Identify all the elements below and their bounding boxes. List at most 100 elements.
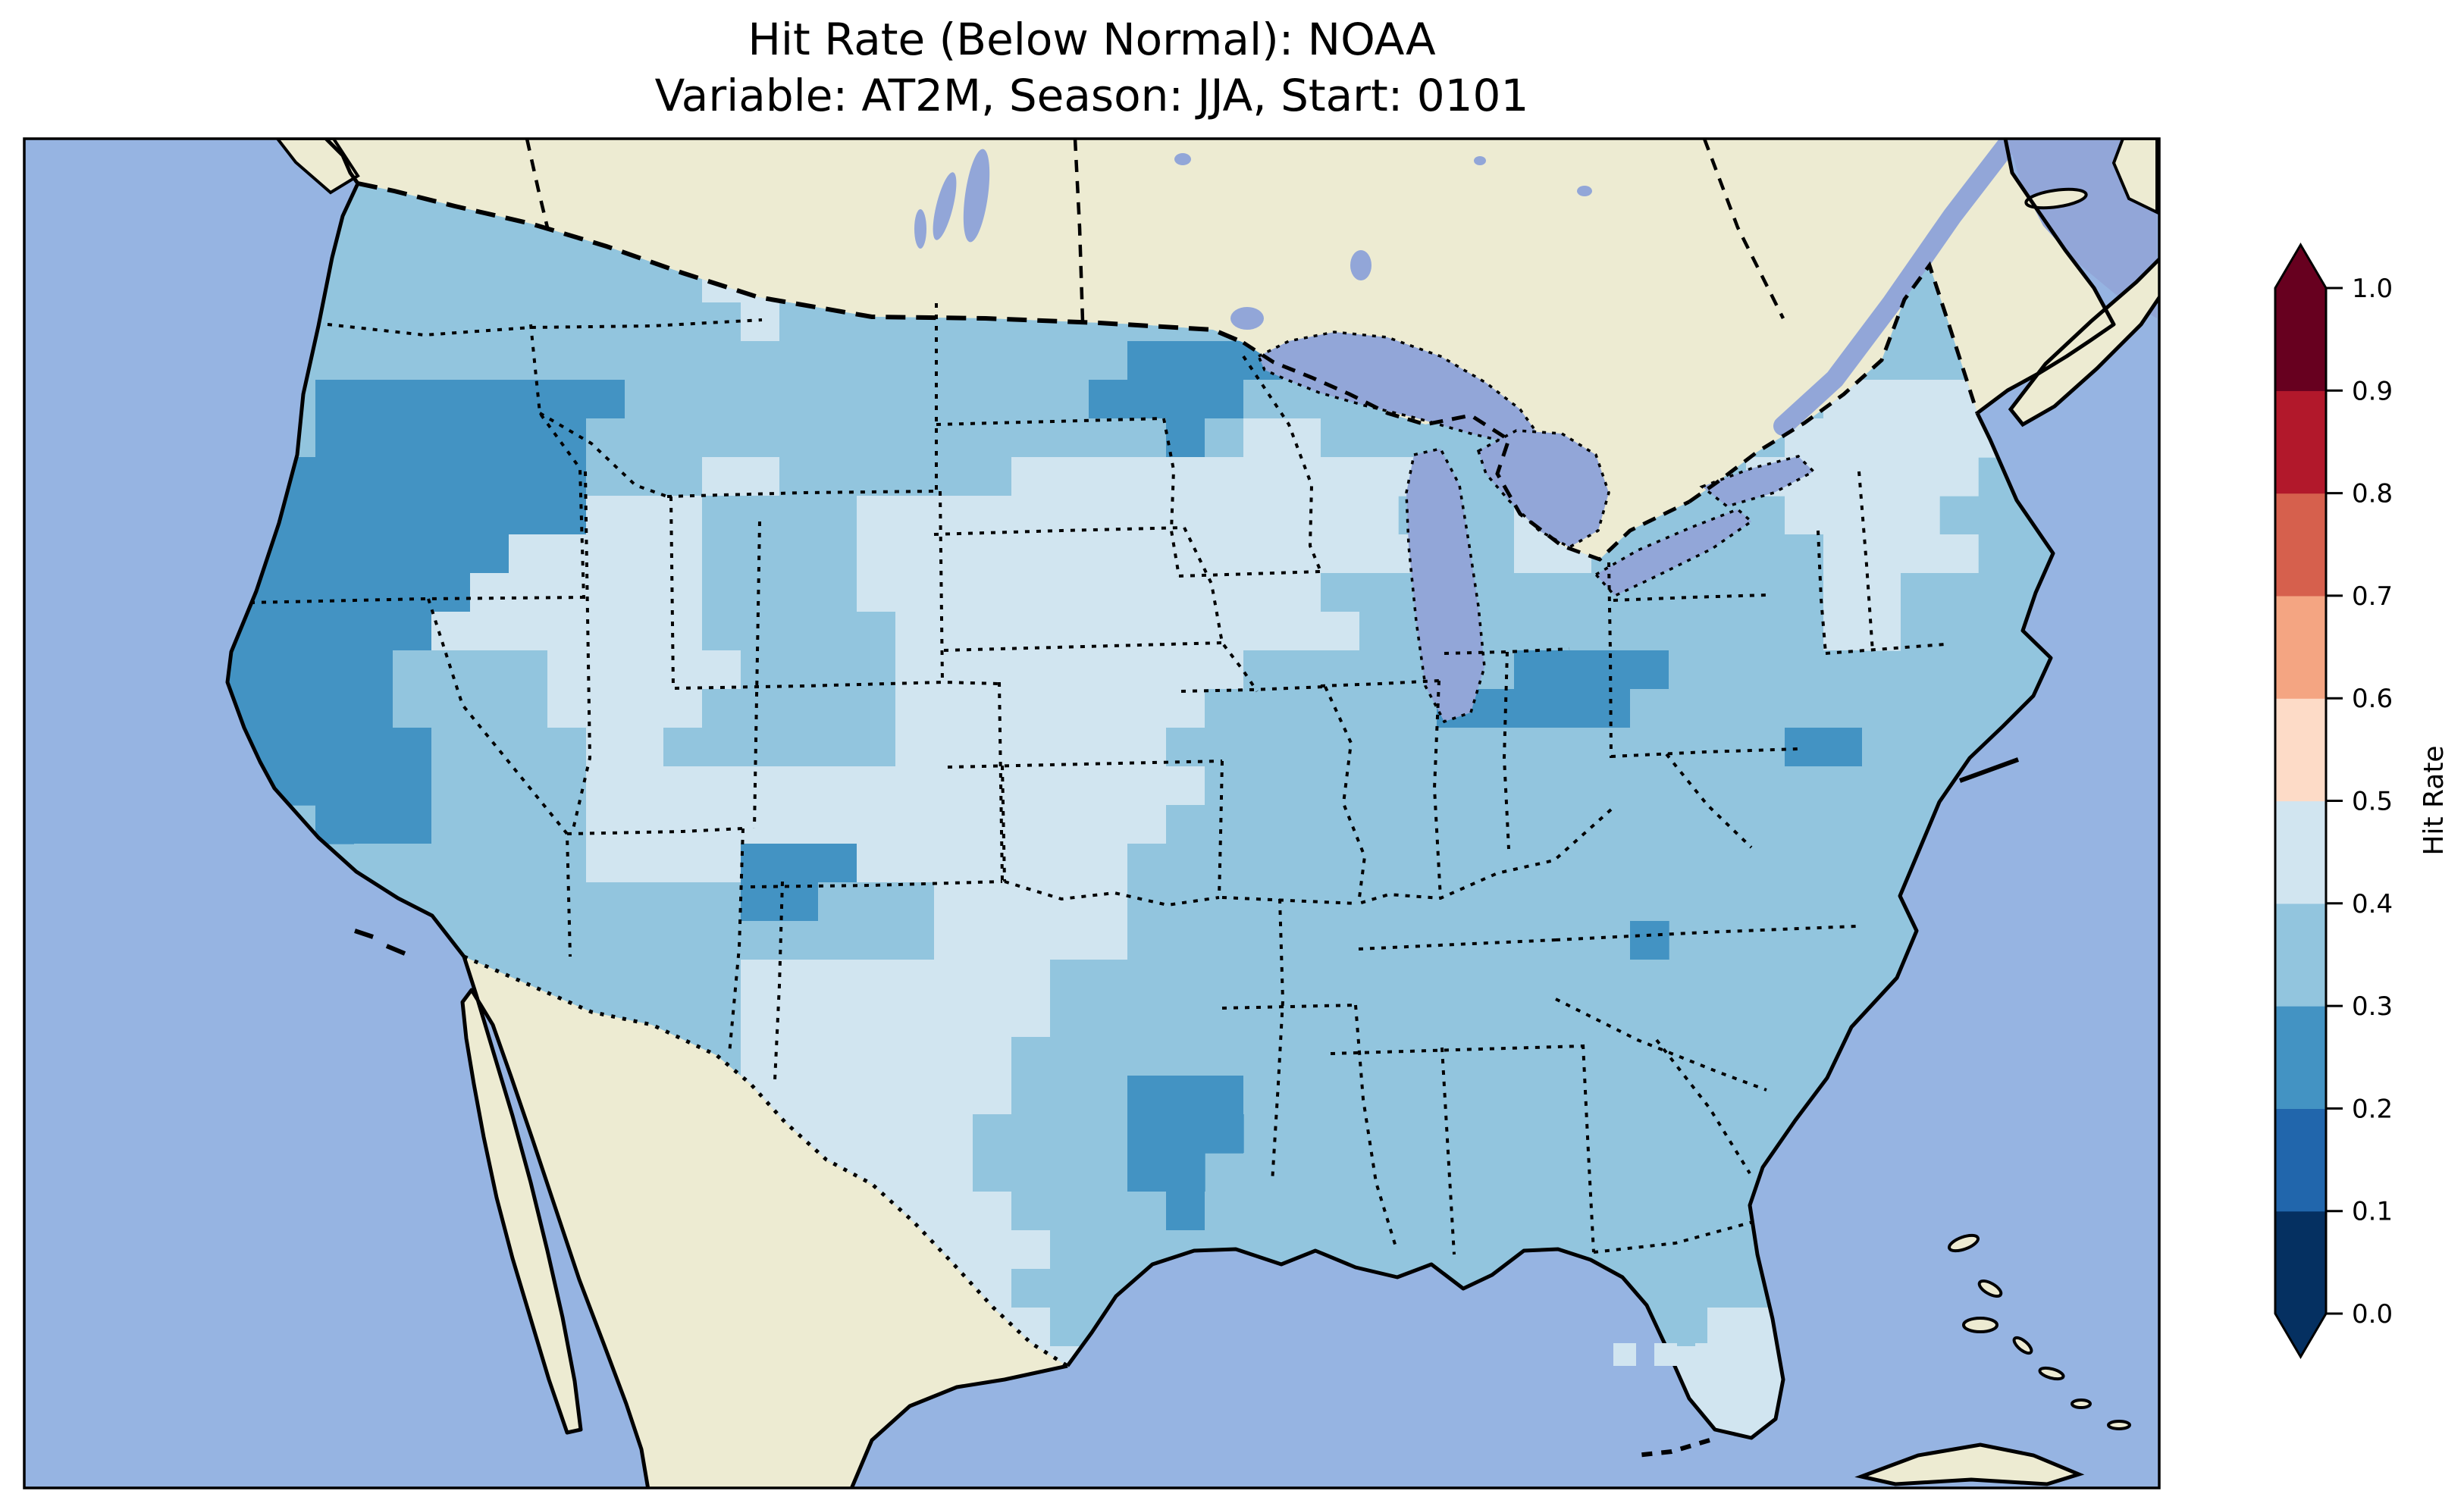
- grid-cell: [857, 689, 896, 728]
- grid-cell: [1089, 998, 1128, 1038]
- grid-cell: [973, 960, 1012, 999]
- grid-cell: [1553, 882, 1592, 922]
- grid-cell: [702, 496, 741, 535]
- grid-cell: [973, 882, 1012, 922]
- grid-cell: [509, 766, 548, 806]
- grid-cell: [1127, 573, 1167, 612]
- colorbar-tick-label: 0.9: [2352, 376, 2393, 406]
- grid-cell: [1437, 882, 1476, 922]
- grid-cell: [393, 380, 432, 419]
- grid-cell: [857, 1114, 896, 1154]
- colorbar-extend-arrows: [2275, 245, 2326, 1357]
- grid-cell: [1437, 998, 1476, 1038]
- grid-cell: [1089, 380, 1128, 419]
- grid-cell: [509, 496, 548, 535]
- grid-cell: [431, 882, 471, 922]
- grid-cell: [818, 380, 857, 419]
- grid-cell: [1939, 573, 1979, 612]
- grid-cell: [1359, 960, 1399, 999]
- colorbar-lower-arrow: [2275, 1314, 2326, 1357]
- grid-cell: [702, 341, 741, 381]
- grid-cell: [818, 921, 857, 960]
- grid-cell: [1591, 882, 1631, 922]
- grid-cell: [1514, 805, 1553, 844]
- grid-cell: [509, 264, 548, 303]
- grid-cell: [1011, 573, 1051, 612]
- grid-cell: [1282, 1076, 1321, 1115]
- grid-cell: [470, 650, 509, 690]
- grid-cell: [1475, 844, 1515, 883]
- colorbar-segment: [2275, 493, 2326, 597]
- grid-cell: [1243, 650, 1283, 690]
- grid-cell: [1785, 496, 1824, 535]
- grid-cell: [741, 998, 780, 1038]
- grid-cell: [741, 457, 780, 496]
- grid-cell: [1591, 1114, 1631, 1154]
- grid-cell: [1089, 844, 1128, 883]
- grid-cell: [354, 728, 393, 767]
- grid-cell: [779, 341, 819, 381]
- grid-cell: [779, 1076, 819, 1115]
- grid-cell: [1011, 457, 1051, 496]
- grid-cell: [1746, 805, 1785, 844]
- grid-cell: [1359, 805, 1399, 844]
- grid-cell: [1514, 766, 1553, 806]
- grid-cell: [1514, 573, 1553, 612]
- grid-cell: [1785, 689, 1824, 728]
- grid-cell: [1553, 689, 1592, 728]
- grid-cell: [1475, 921, 1515, 960]
- grid-cell: [315, 380, 355, 419]
- grid-cell: [702, 457, 741, 496]
- grid-cell: [1475, 1114, 1515, 1154]
- grid-cell: [973, 534, 1012, 574]
- grid-cell: [586, 882, 625, 922]
- grid-cell: [1205, 457, 1244, 496]
- grid-cell: [1437, 1153, 1476, 1192]
- grid-cell: [702, 612, 741, 651]
- grid-cell: [315, 418, 355, 458]
- grid-cell: [1669, 689, 1708, 728]
- grid-cell: [1669, 1114, 1708, 1154]
- grid-cell: [1437, 1192, 1476, 1231]
- grid-cell: [1437, 1076, 1476, 1115]
- grid-cell: [934, 457, 973, 496]
- grid-cell: [431, 766, 471, 806]
- figure-title: Hit Rate (Below Normal): NOAA: [748, 14, 1436, 65]
- grid-cell: [315, 612, 355, 651]
- grid-cell: [973, 805, 1012, 844]
- grid-cell: [1011, 766, 1051, 806]
- grid-cell: [238, 689, 277, 728]
- new-brunswick-coast: [1976, 139, 2116, 415]
- grid-cell: [393, 264, 432, 303]
- grid-cell: [354, 341, 393, 381]
- grid-cell: [1746, 534, 1785, 574]
- grid-cell: [1553, 1153, 1592, 1192]
- grid-cell: [625, 882, 664, 922]
- grid-cell: [1166, 689, 1205, 728]
- grid-cell: [1475, 766, 1515, 806]
- grid-cell: [741, 418, 780, 458]
- grid-cell: [1166, 380, 1205, 419]
- grid-cell: [1862, 728, 1901, 767]
- grid-cell: [1243, 921, 1283, 960]
- grid-cell: [315, 457, 355, 496]
- grid-cell: [509, 612, 548, 651]
- lake-superior: [1256, 330, 1540, 445]
- grid-cell: [1011, 496, 1051, 535]
- grid-cell: [779, 998, 819, 1038]
- grid-cell: [1746, 844, 1785, 883]
- colorbar-segment: [2275, 698, 2326, 802]
- grid-cell: [779, 844, 819, 883]
- grid-cell: [1591, 1192, 1631, 1231]
- grid-cell: [1359, 728, 1399, 767]
- grid-cell: [1321, 728, 1360, 767]
- grid-cell: [547, 573, 587, 612]
- grid-cell: [857, 998, 896, 1038]
- grid-cell: [1475, 728, 1515, 767]
- grid-cell: [1437, 1037, 1476, 1076]
- grid-cell: [393, 457, 432, 496]
- grid-cell: [1127, 882, 1167, 922]
- colorbar-axis-label: Hit Rate: [2419, 745, 2450, 855]
- grid-cell: [663, 457, 703, 496]
- grid-cell: [934, 1192, 973, 1231]
